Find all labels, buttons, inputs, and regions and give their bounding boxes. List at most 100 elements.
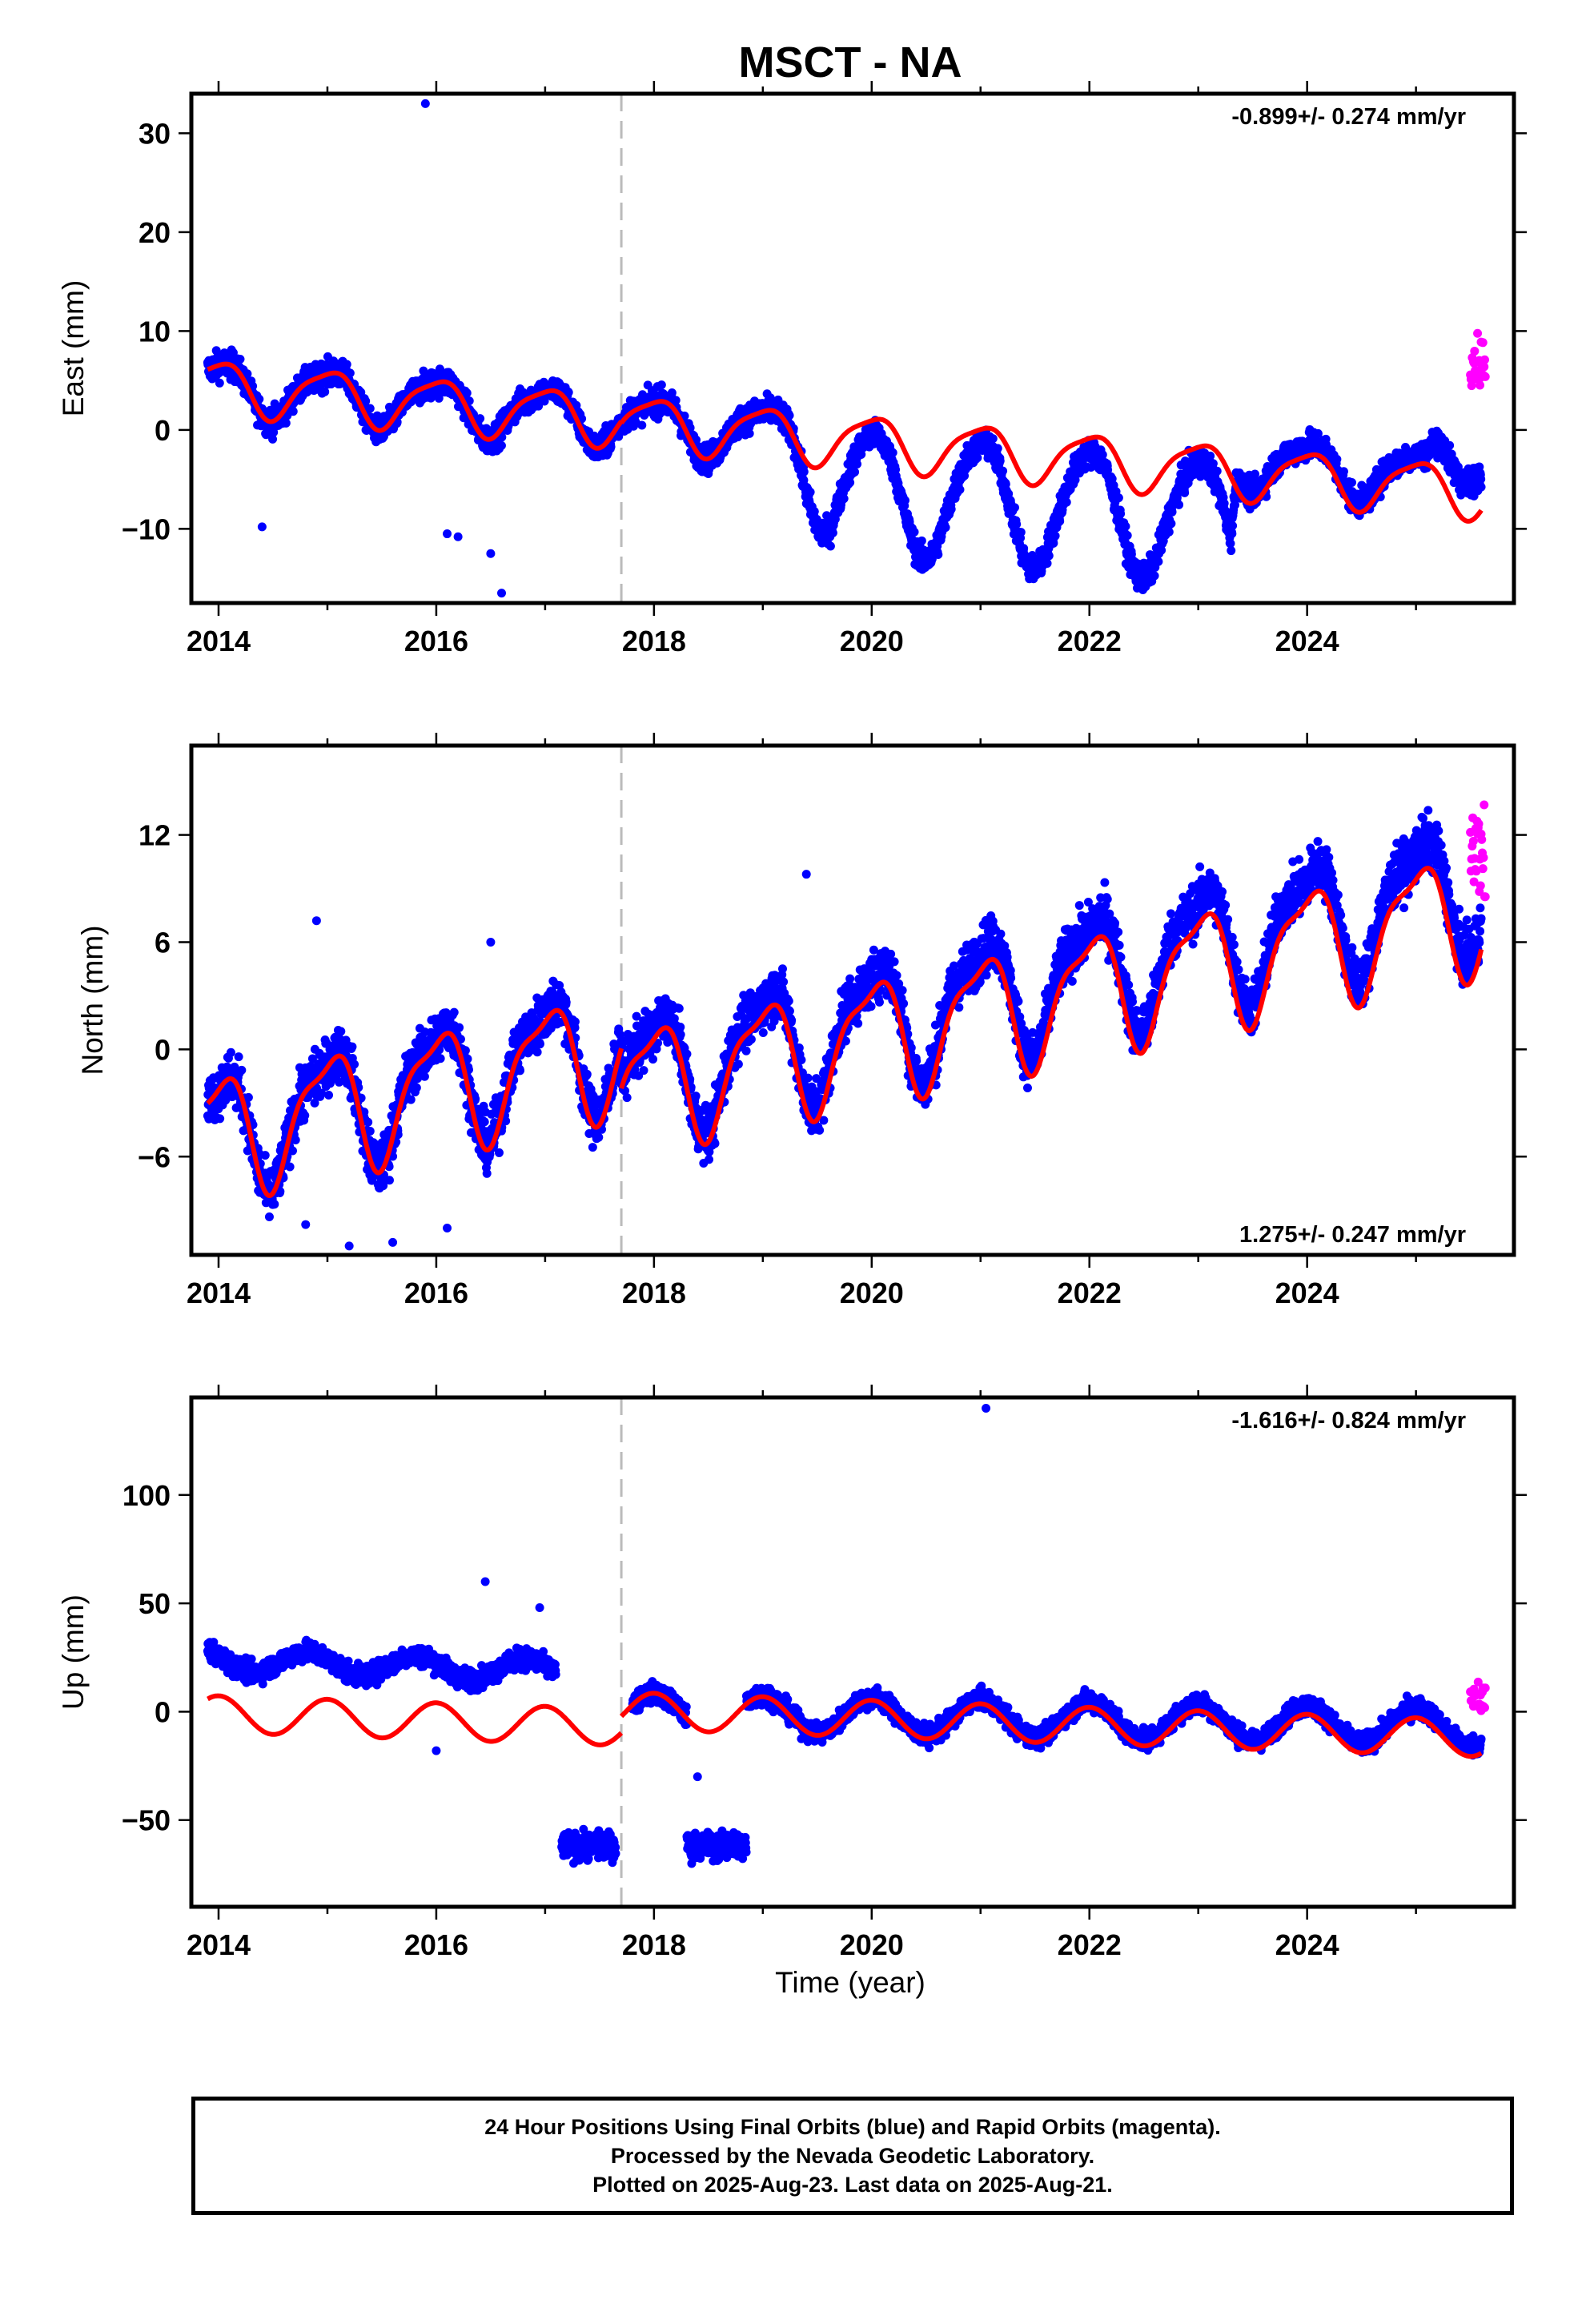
data-point	[845, 478, 855, 488]
model-curve	[206, 361, 624, 451]
data-point	[799, 467, 809, 476]
data-point	[888, 448, 897, 457]
data-point	[955, 485, 965, 494]
data-point	[419, 366, 428, 376]
chart-title: MSCT - NA	[739, 38, 962, 86]
data-point	[350, 1059, 359, 1069]
data-point	[215, 378, 224, 388]
data-point	[288, 407, 298, 416]
data-point	[215, 1114, 225, 1124]
data-point	[1212, 466, 1222, 476]
data-point	[934, 550, 943, 560]
rapid-point	[1467, 381, 1476, 391]
data-point	[324, 1091, 334, 1100]
data-point	[1010, 503, 1019, 513]
data-point	[462, 388, 472, 398]
data-point	[234, 1052, 243, 1062]
y-tick-label: 10	[139, 315, 171, 348]
data-point	[1332, 454, 1342, 464]
data-point	[1313, 428, 1323, 438]
data-point	[745, 428, 754, 438]
data-point	[564, 388, 573, 397]
data-point	[1049, 538, 1058, 548]
data-point	[857, 449, 866, 459]
data-point	[291, 1135, 300, 1144]
plot-area	[203, 800, 1490, 1251]
data-point	[809, 507, 819, 517]
data-point	[281, 418, 291, 428]
outlier-point	[420, 99, 430, 108]
rapid-point	[1478, 338, 1488, 348]
data-point	[255, 394, 264, 404]
data-point	[1098, 450, 1107, 460]
data-point	[1227, 546, 1236, 556]
data-point	[270, 1200, 279, 1209]
data-point	[243, 1092, 253, 1102]
data-point	[988, 434, 998, 444]
data-point	[1226, 539, 1235, 549]
data-point	[307, 1054, 317, 1063]
data-point	[384, 1176, 394, 1185]
data-point	[1228, 521, 1238, 531]
data-point	[300, 1111, 310, 1120]
x-tick-label: 2016	[404, 625, 468, 657]
data-point	[347, 1042, 357, 1051]
data-point	[1157, 545, 1166, 555]
data-point	[540, 396, 549, 406]
data-point	[260, 1151, 270, 1160]
data-point	[1114, 493, 1123, 503]
data-point	[228, 348, 238, 357]
data-point	[365, 1126, 375, 1136]
data-point	[828, 528, 837, 537]
y-tick-label: −10	[122, 513, 171, 545]
data-point	[1042, 559, 1052, 569]
data-point	[946, 505, 956, 514]
data-point	[637, 420, 647, 430]
data-point	[998, 466, 1008, 476]
final-orbit-points	[203, 99, 1486, 598]
data-point	[1164, 527, 1174, 537]
data-point	[1150, 571, 1159, 581]
data-point	[941, 523, 950, 533]
data-point	[1166, 519, 1176, 529]
data-point	[476, 414, 485, 424]
data-point	[1347, 477, 1356, 487]
x-tick-label: 2014	[187, 625, 251, 657]
data-point	[235, 355, 245, 364]
data-point	[1167, 507, 1177, 517]
y-tick-label: 30	[139, 117, 171, 150]
outlier-point	[443, 529, 452, 539]
data-point	[1476, 482, 1486, 492]
y-tick-label: 0	[155, 414, 171, 447]
data-point	[667, 388, 677, 398]
rapid-point	[1470, 346, 1480, 356]
data-point	[211, 346, 221, 356]
data-point	[692, 435, 701, 444]
x-tick-label: 2018	[622, 625, 686, 657]
data-point	[226, 1047, 235, 1057]
data-point	[363, 1117, 373, 1127]
data-point	[320, 387, 330, 396]
data-point	[361, 396, 371, 406]
axes-frame	[189, 91, 1516, 605]
x-tick-label: 2022	[1058, 625, 1122, 657]
data-point	[1044, 551, 1054, 561]
data-point	[310, 1098, 319, 1108]
data-point	[825, 541, 835, 551]
data-point	[785, 411, 794, 420]
rapid-point	[1473, 328, 1483, 338]
data-point	[464, 396, 474, 406]
rapid-point	[1476, 380, 1485, 390]
data-point	[1231, 501, 1240, 510]
x-tick-label: 2020	[840, 625, 904, 657]
data-point	[285, 1162, 295, 1172]
rapid-point	[1480, 362, 1489, 372]
data-point	[850, 467, 860, 476]
rapid-point	[1480, 355, 1489, 364]
data-point	[917, 536, 926, 545]
data-point	[1055, 517, 1065, 526]
data-point	[264, 1212, 274, 1221]
data-point	[973, 453, 982, 463]
data-point	[1476, 474, 1486, 484]
